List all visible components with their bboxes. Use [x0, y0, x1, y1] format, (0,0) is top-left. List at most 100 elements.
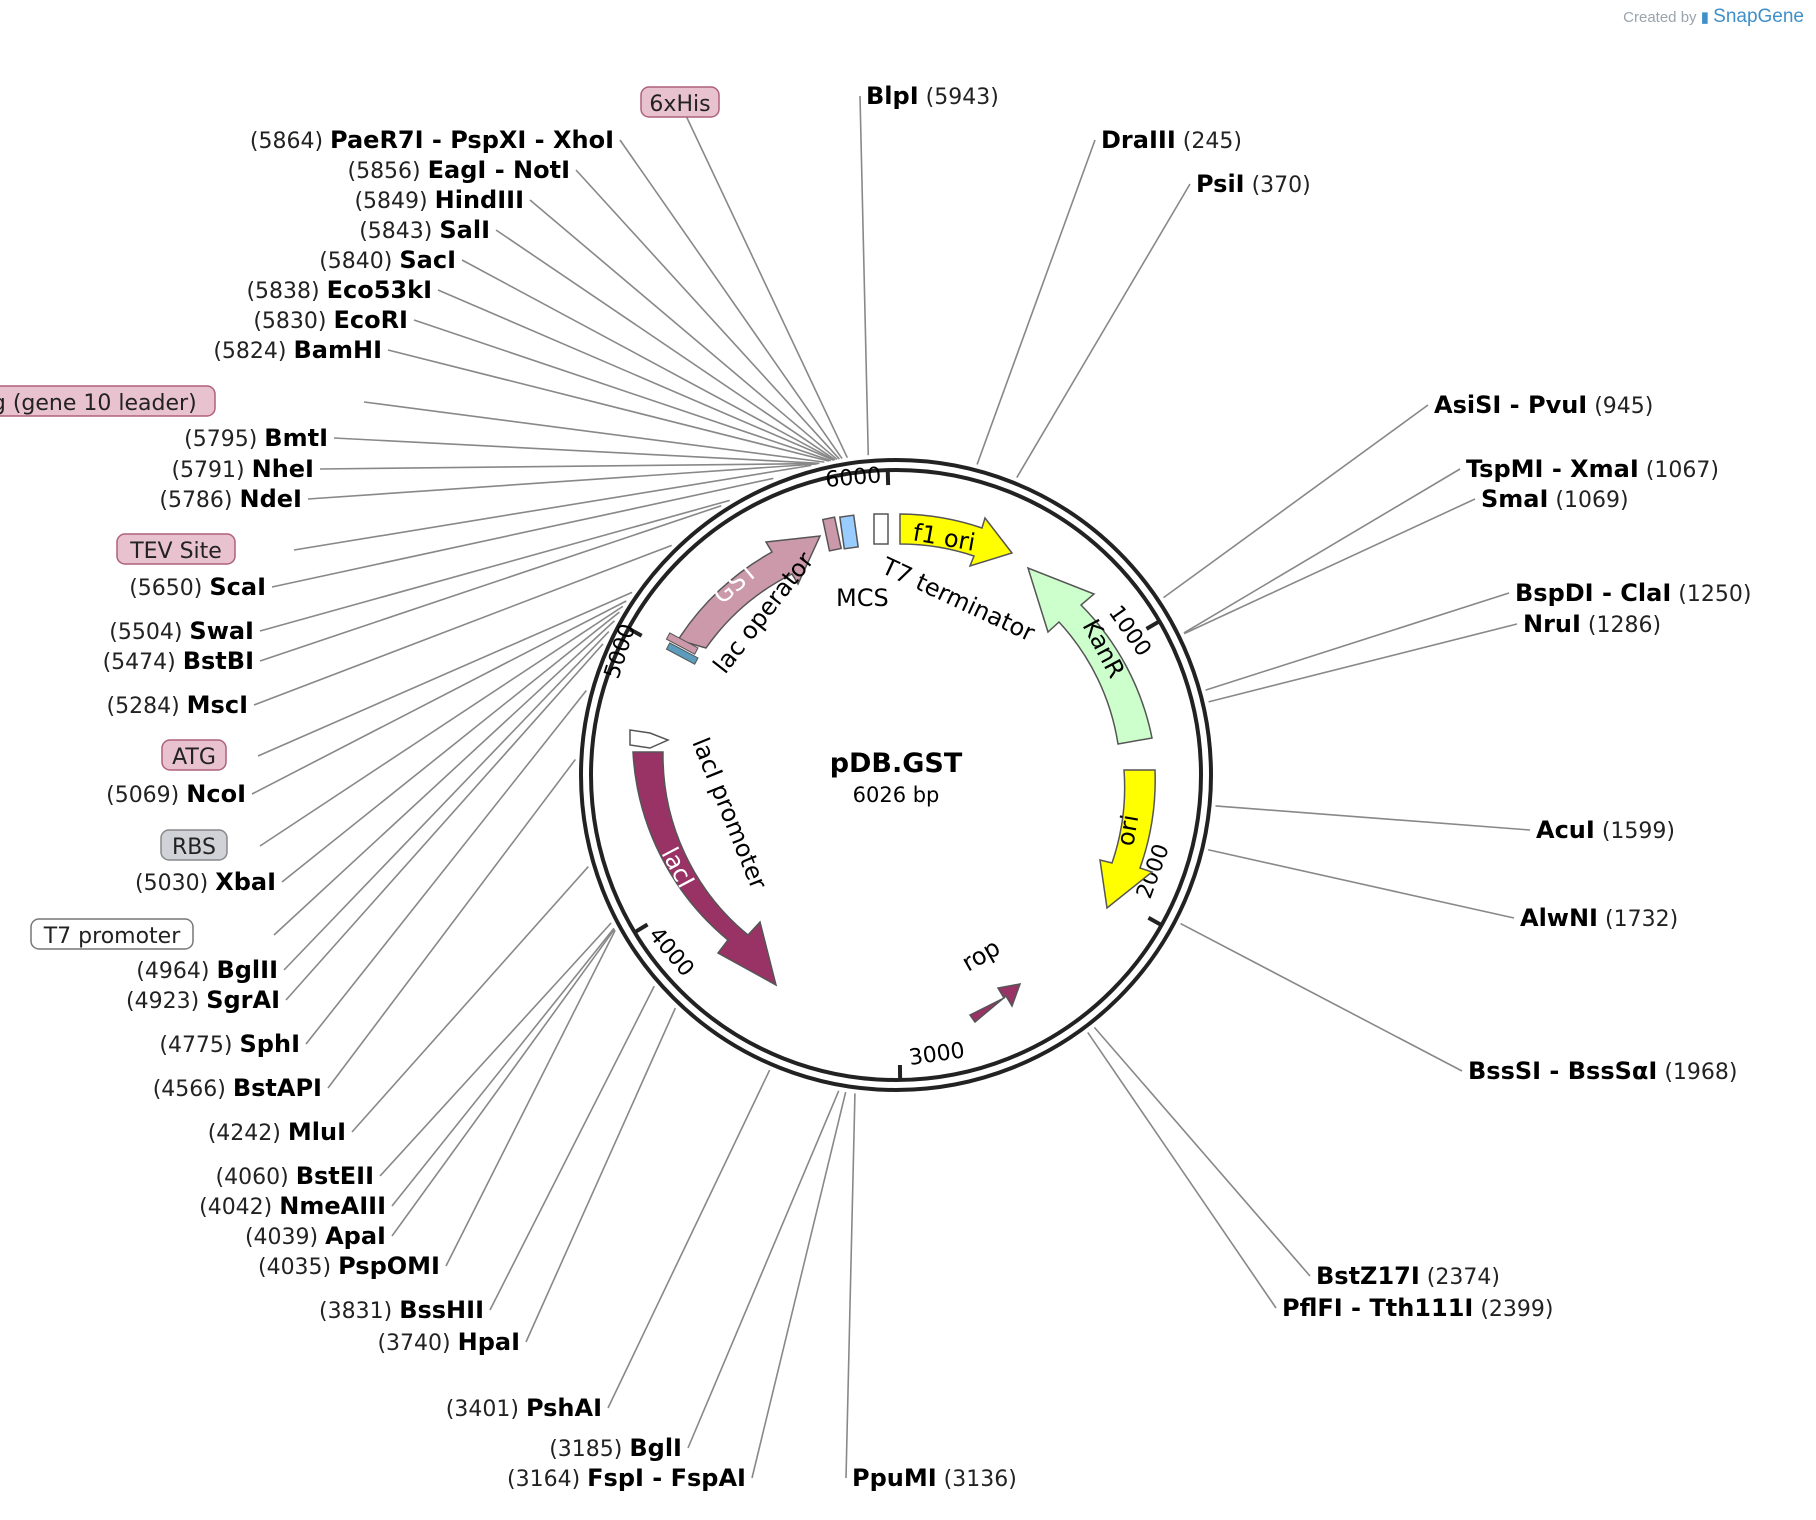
restriction-site-label[interactable]: NruI (1286) [1523, 610, 1661, 638]
site-position: (5843) [359, 219, 439, 244]
restriction-site-label[interactable]: (5504) SwaI [109, 617, 254, 645]
site-position: (5824) [213, 339, 293, 364]
site-leader-line [1093, 1026, 1311, 1277]
boxed-feature-label[interactable]: T7 promoter [43, 924, 181, 949]
feature-ori[interactable] [1099, 769, 1156, 910]
site-enzyme-name: BstAPI [233, 1074, 322, 1102]
boxed-feature-label[interactable]: ATG [172, 745, 216, 770]
restriction-site-label[interactable]: PsiI (370) [1196, 170, 1311, 198]
restriction-site-label[interactable]: DraIII (245) [1101, 126, 1242, 154]
site-leader-line [976, 139, 1096, 465]
restriction-site-label[interactable]: (4042) NmeAIII [199, 1192, 386, 1220]
restriction-site-label[interactable]: (3401) PshAI [446, 1394, 602, 1422]
site-leader-line [319, 462, 819, 470]
site-position: (5030) [135, 871, 215, 896]
site-position: (5284) [107, 694, 187, 719]
site-leader-line [619, 139, 843, 460]
restriction-site-label[interactable]: (4039) ApaI [245, 1222, 386, 1250]
restriction-site-label[interactable]: (5830) EcoRI [253, 306, 408, 334]
site-leader-line [1215, 805, 1531, 831]
site-leader-line [1180, 922, 1463, 1072]
restriction-site-label[interactable]: (3164) FspI - FspAI [507, 1464, 746, 1492]
site-position: (5849) [354, 189, 434, 214]
restriction-site-label[interactable]: (5786) NdeI [159, 485, 302, 513]
restriction-site-label[interactable]: (4035) PspOMI [258, 1252, 440, 1280]
restriction-site-label[interactable]: (5840) SacI [319, 246, 456, 274]
site-enzyme-name: - [486, 156, 513, 184]
site-leader-line [525, 1007, 677, 1343]
restriction-site-label[interactable]: (4566) BstAPI [153, 1074, 322, 1102]
site-position: (5838) [246, 279, 326, 304]
feature-laci-promoter-arrow [629, 729, 670, 749]
site-enzyme-name: NruI [1523, 610, 1581, 638]
boxed-feature-label[interactable]: TEV Site [129, 539, 222, 564]
feature-gst[interactable] [676, 535, 822, 649]
site-position: (5795) [184, 427, 264, 452]
site-enzyme-name: PspXI [450, 126, 526, 154]
restriction-site-label[interactable]: (3185) BglI [549, 1434, 682, 1462]
site-enzyme-name: BstZ17I [1316, 1262, 1420, 1290]
feature-f1-ori[interactable] [899, 513, 1014, 568]
restriction-site-label[interactable]: (5795) BmtI [184, 424, 328, 452]
restriction-site-label[interactable]: (5284) MscI [107, 691, 248, 719]
site-enzyme-name: PflFI [1282, 1294, 1343, 1322]
site-position: (4035) [258, 1255, 338, 1280]
site-position: (1069) [1548, 488, 1628, 513]
site-leader-line [413, 319, 832, 462]
site-position: (5830) [253, 309, 333, 334]
site-enzyme-name: - [424, 126, 451, 154]
restriction-site-label[interactable]: (5791) NheI [171, 455, 314, 483]
restriction-site-label[interactable]: (5843) SalI [359, 216, 490, 244]
restriction-site-label[interactable]: (5474) BstBI [103, 647, 254, 675]
restriction-site-label[interactable]: (3740) HpaI [377, 1328, 520, 1356]
restriction-site-label[interactable]: AcuI (1599) [1536, 816, 1675, 844]
feature-small-blue [665, 642, 699, 665]
site-enzyme-name: NheI [252, 455, 314, 483]
restriction-site-label[interactable]: (5856) EagI - NotI [347, 156, 570, 184]
restriction-site-label[interactable]: (5824) BamHI [213, 336, 382, 364]
restriction-site-label[interactable]: PflFI - Tth111I (2399) [1282, 1294, 1554, 1322]
ruler-tick-mark [1145, 619, 1161, 631]
site-leader-line [495, 229, 836, 461]
restriction-site-label[interactable]: (5650) ScaI [129, 573, 266, 601]
restriction-site-label[interactable]: (5030) XbaI [135, 868, 276, 896]
restriction-site-label[interactable]: (5849) HindIII [354, 186, 524, 214]
feature-label-laci-promoter: lacI promoter [686, 734, 772, 894]
restriction-site-label[interactable]: AlwNI (1732) [1520, 904, 1678, 932]
ruler-tick-mark [1147, 915, 1163, 927]
restriction-site-label[interactable]: (4775) SphI [159, 1030, 300, 1058]
restriction-site-label[interactable]: BstZ17I (2374) [1316, 1262, 1500, 1290]
restriction-site-label[interactable]: BlpI (5943) [866, 82, 999, 110]
boxed-feature-label[interactable]: 6xHis [649, 92, 710, 117]
feature-laci[interactable] [632, 751, 778, 987]
backbone-inner-ring [589, 468, 1203, 1082]
site-position: (5504) [109, 620, 189, 645]
restriction-site-label[interactable]: (5069) NcoI [106, 780, 246, 808]
feature-rop[interactable] [968, 983, 1022, 1024]
restriction-site-label[interactable]: (4923) SgrAI [126, 986, 280, 1014]
restriction-site-label[interactable]: SmaI (1069) [1481, 485, 1629, 513]
site-position: (5650) [129, 576, 209, 601]
boxed-feature-label[interactable]: RBS [172, 835, 216, 860]
site-enzyme-name: SgrAI [206, 986, 280, 1014]
site-enzyme-name: SacI [399, 246, 456, 274]
restriction-site-label[interactable]: (4242) MluI [208, 1118, 346, 1146]
feature-kanr[interactable] [1026, 566, 1153, 745]
ruler-tick-mark [633, 922, 649, 934]
boxed-feature-label[interactable]: T7 tag (gene 10 leader) [0, 391, 197, 416]
restriction-site-label[interactable]: (3831) BssHII [319, 1296, 484, 1324]
boxed-feature-bg [160, 829, 228, 861]
restriction-site-label[interactable]: AsiSI - PvuI (945) [1434, 391, 1653, 419]
site-enzyme-name: ApaI [325, 1222, 386, 1250]
restriction-site-label[interactable]: TspMI - XmaI (1067) [1466, 455, 1719, 483]
restriction-site-label[interactable]: (4060) BstEII [216, 1162, 374, 1190]
site-enzyme-name: BssHII [399, 1296, 484, 1324]
restriction-site-label[interactable]: (4964) BglII [136, 956, 278, 984]
restriction-site-label[interactable]: BssSI - BssSαI (1968) [1468, 1057, 1737, 1085]
restriction-site-label[interactable]: (5838) Eco53kI [246, 276, 432, 304]
restriction-site-label[interactable]: PpuMI (3136) [852, 1464, 1017, 1492]
restriction-site-label[interactable]: BspDI - ClaI (1250) [1515, 579, 1751, 607]
site-enzyme-name: PpuMI [852, 1464, 937, 1492]
restriction-site-label[interactable]: (5864) PaeR7I - PspXI - XhoI [250, 126, 614, 154]
